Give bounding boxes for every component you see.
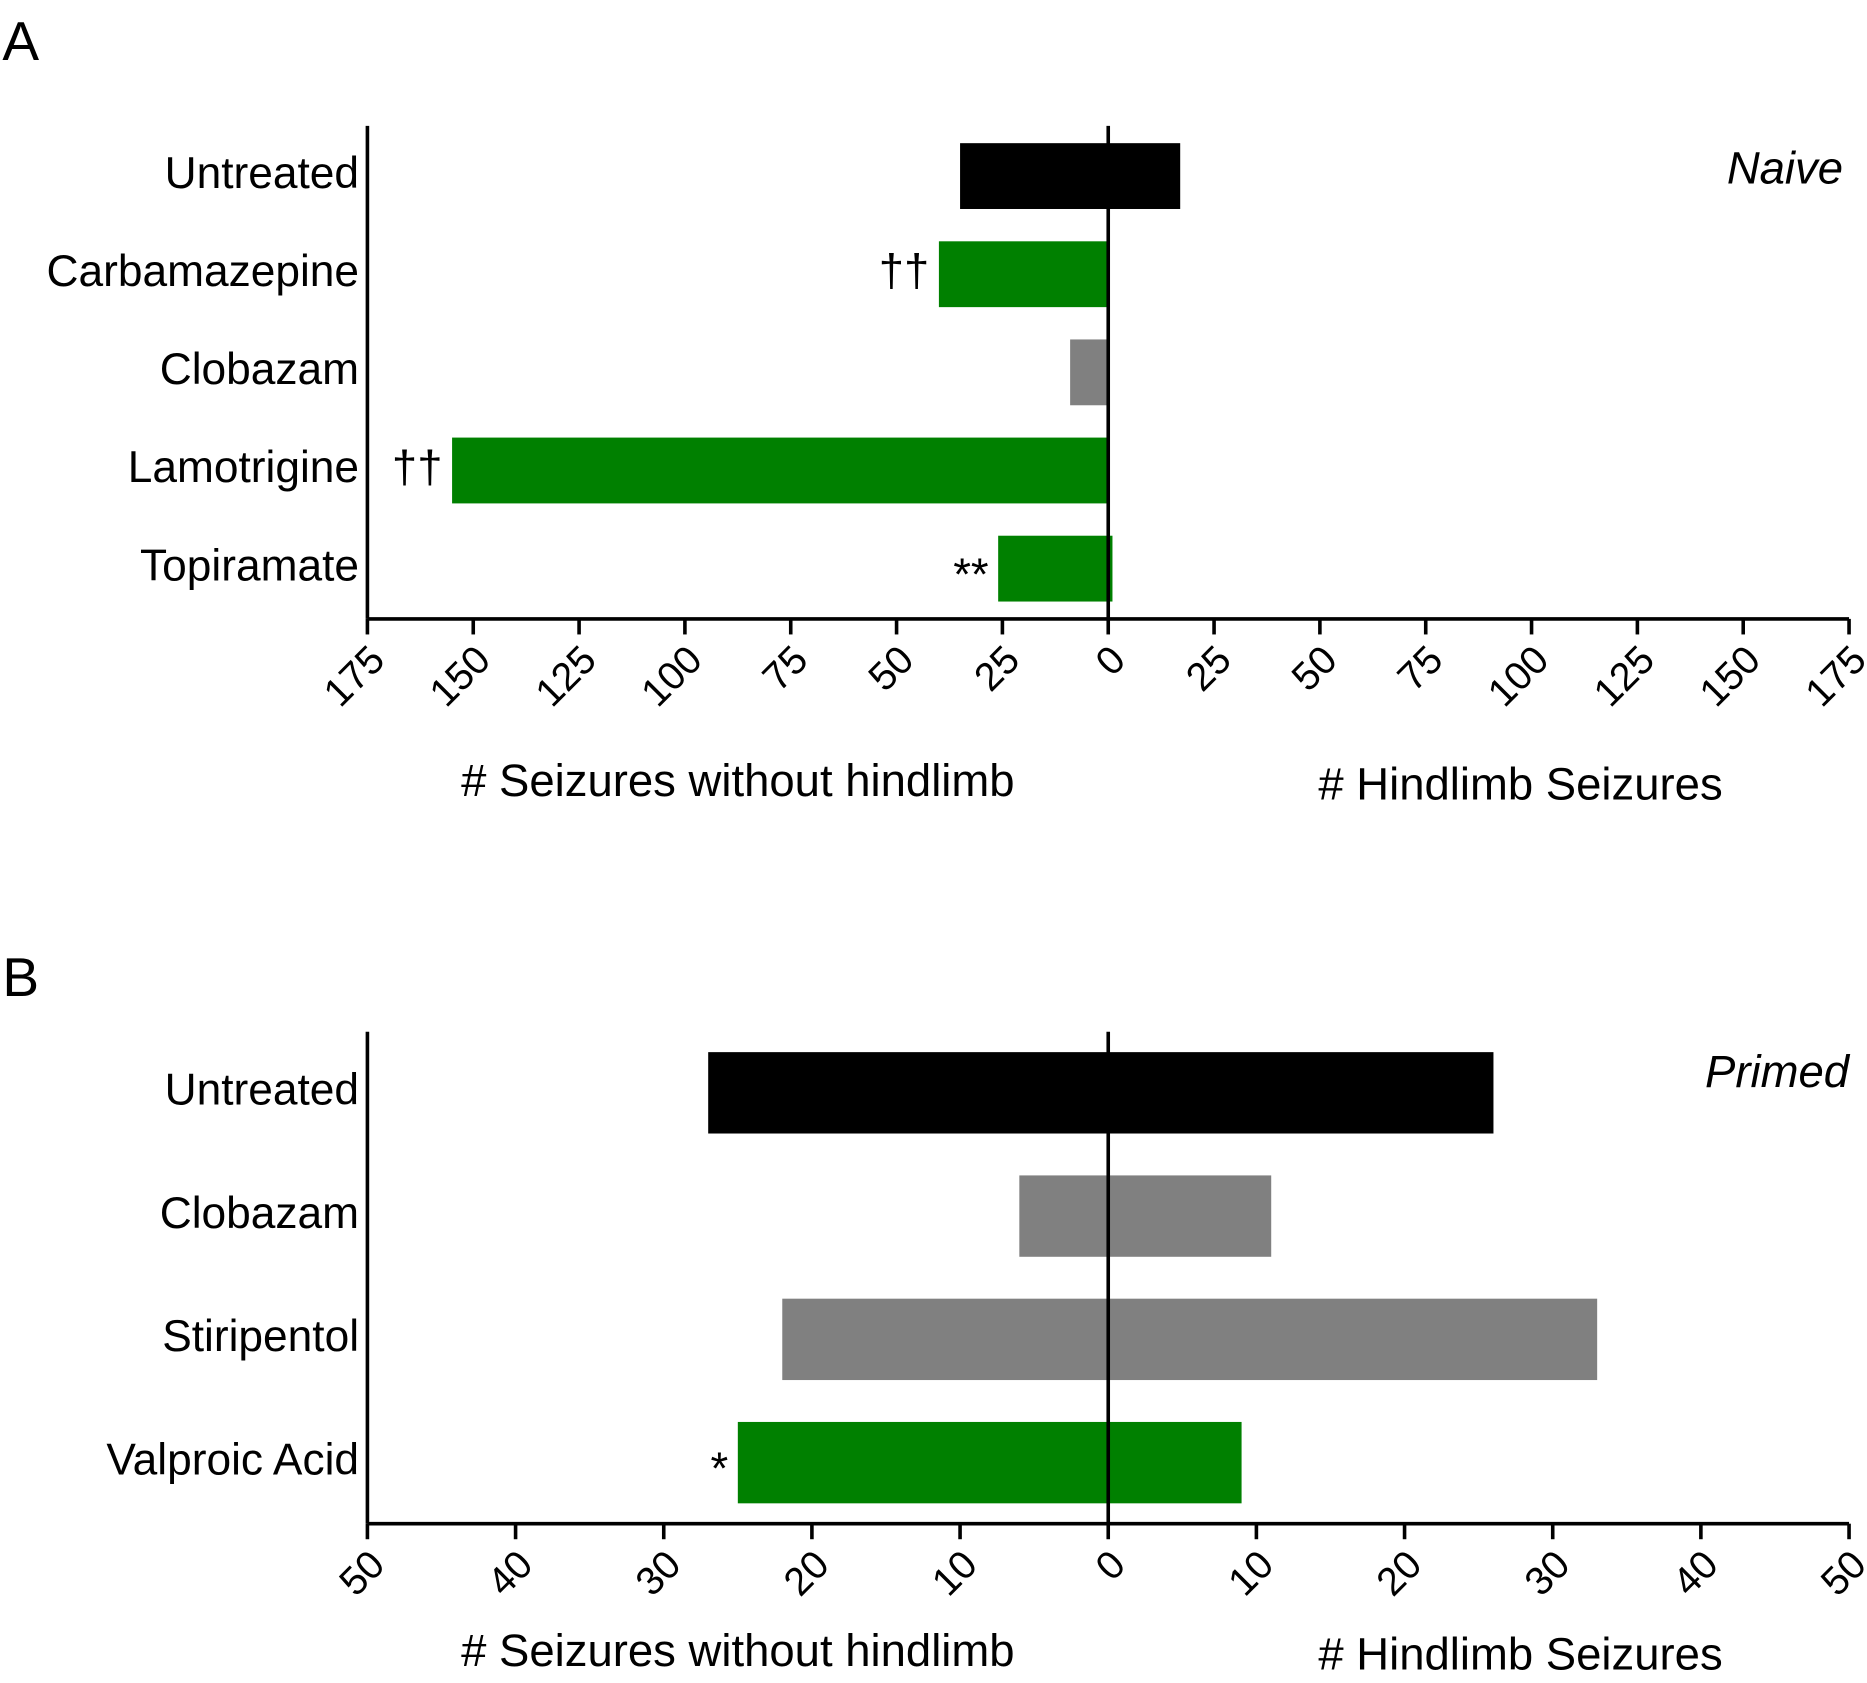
x-tick-label: 50	[860, 637, 922, 699]
bar-right	[1108, 143, 1181, 209]
x-tick-label: 75	[1389, 637, 1451, 699]
x-tick-label: 75	[754, 637, 816, 699]
panel-subtitle: Primed	[1705, 1046, 1851, 1097]
category-label: Stiripentol	[162, 1312, 359, 1361]
x-tick-label: 10	[1220, 1542, 1282, 1604]
x-tick-label: 40	[479, 1542, 541, 1604]
x-tick-label: 100	[633, 637, 711, 715]
bar-right	[1108, 1421, 1242, 1504]
x-tick-label: 0	[1087, 637, 1134, 684]
category-label: Carbamazepine	[47, 247, 360, 296]
bar-right	[1108, 1052, 1494, 1134]
panel-label: A	[2, 10, 39, 72]
x-tick-label: 125	[527, 637, 605, 715]
x-tick-label: 125	[1585, 637, 1663, 715]
category-label: Untreated	[165, 149, 359, 198]
bar-left	[737, 1421, 1109, 1504]
x-tick-label: 50	[1283, 637, 1345, 699]
x-axis-label-right: # Hindlimb Seizures	[1318, 1629, 1722, 1680]
x-axis-label-left: # Seizures without hindlimb	[461, 755, 1014, 806]
x-tick-label: 50	[331, 1542, 393, 1604]
annotation: ††	[879, 245, 930, 296]
x-axis-label-left: # Seizures without hindlimb	[461, 1625, 1014, 1676]
bar-left	[998, 535, 1109, 602]
bar-left	[960, 143, 1109, 209]
category-label: Clobazam	[160, 345, 359, 394]
x-tick-label: 175	[315, 637, 393, 715]
x-tick-label: 20	[1368, 1542, 1430, 1604]
annotation: ††	[392, 442, 443, 493]
x-tick-label: 30	[627, 1542, 689, 1604]
x-tick-label: 25	[966, 637, 1028, 699]
x-axis-label-right: # Hindlimb Seizures	[1318, 759, 1722, 810]
x-tick-label: 150	[1691, 637, 1769, 715]
annotation: **	[953, 549, 988, 600]
x-tick-label: 100	[1480, 637, 1558, 715]
bar-right	[1108, 535, 1113, 602]
x-tick-label: 25	[1178, 637, 1240, 699]
x-tick-label: 40	[1664, 1542, 1726, 1604]
x-tick-label: 0	[1087, 1542, 1134, 1589]
panel-label: B	[2, 946, 39, 1008]
x-tick-label: 50	[1813, 1542, 1867, 1604]
x-tick-label: 10	[924, 1542, 986, 1604]
bar-right	[1108, 1298, 1598, 1381]
panel-subtitle: Naive	[1727, 142, 1843, 193]
category-label: Valproic Acid	[106, 1435, 359, 1484]
x-tick-label: 175	[1797, 637, 1867, 715]
category-label: Lamotrigine	[128, 443, 359, 492]
bar-right	[1108, 1175, 1272, 1257]
bar-left	[1070, 339, 1109, 406]
bar-left	[708, 1052, 1109, 1134]
bar-left	[782, 1298, 1109, 1381]
bar-left	[452, 437, 1109, 504]
x-tick-label: 150	[421, 637, 499, 715]
bar-left	[1019, 1175, 1109, 1257]
category-label: Untreated	[165, 1066, 359, 1115]
annotation: *	[711, 1443, 729, 1494]
x-tick-label: 20	[775, 1542, 837, 1604]
bar-left	[938, 241, 1109, 308]
category-label: Clobazam	[160, 1189, 359, 1238]
category-label: Topiramate	[140, 541, 359, 590]
x-tick-label: 30	[1516, 1542, 1578, 1604]
